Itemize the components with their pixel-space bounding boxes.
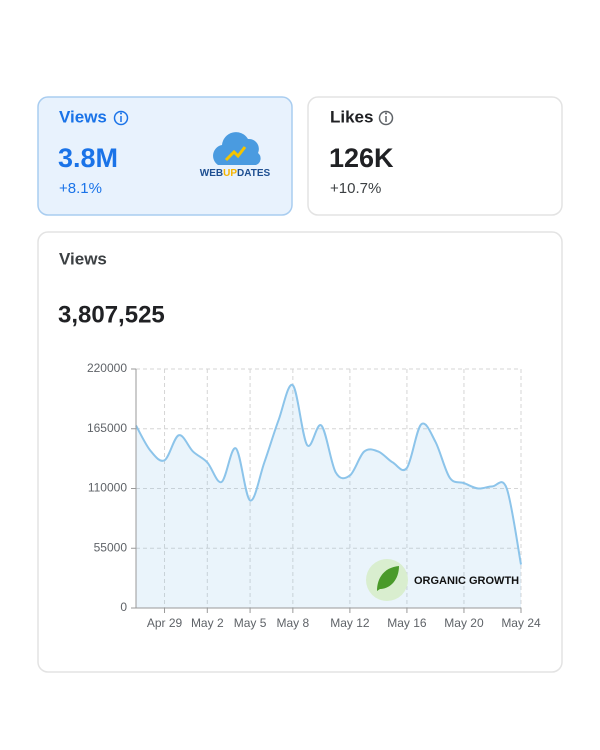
area: [136, 384, 521, 608]
logo-text: UP: [223, 168, 237, 179]
info-icon[interactable]: [378, 110, 394, 126]
y-tick-label: 0: [120, 600, 127, 614]
card-label: Likes: [330, 107, 373, 126]
badge-text: ORGANIC GROWTH: [414, 575, 519, 587]
card-change: +10.7%: [330, 180, 381, 197]
x-tick-label: May 24: [501, 616, 541, 630]
y-tick-label: 55000: [94, 540, 128, 554]
x-tick-label: May 5: [234, 616, 267, 630]
card-label: Views: [59, 107, 107, 126]
views-card[interactable]: [37, 96, 293, 216]
likes-card[interactable]: [307, 96, 563, 216]
y-tick-label: 165000: [87, 421, 127, 435]
card-value: 3.8M: [58, 143, 118, 173]
info-icon[interactable]: [113, 110, 129, 126]
x-tick-label: May 20: [444, 616, 484, 630]
card-value: 126K: [329, 143, 394, 173]
line: [135, 384, 522, 565]
plot: 0 55000 110000 165000 220000 Apr 29 May 2 May 5…: [87, 361, 541, 630]
chart-title: Views: [59, 249, 107, 268]
x-tick-label: May 2: [191, 616, 224, 630]
y-tick-label: 110000: [88, 481, 127, 495]
y-tick-label: 220000: [87, 361, 127, 375]
x-tick-label: May 16: [387, 616, 427, 630]
card-change: +8.1%: [59, 180, 102, 197]
x-tick-label: May 8: [277, 616, 310, 630]
x-tick-label: Apr 29: [147, 616, 183, 630]
x-tick-label: May 12: [330, 616, 370, 630]
chart-card: [37, 231, 563, 673]
logo: WEBUPDATES: [200, 132, 271, 179]
logo-text: DATES: [237, 168, 270, 179]
chart-total: 3,807,525: [58, 301, 165, 328]
svg-text:WEBUPDATES: WEBUPDATES: [200, 168, 271, 179]
logo-text: WEB: [200, 168, 223, 179]
badge: ORGANIC GROWTH: [366, 559, 519, 601]
